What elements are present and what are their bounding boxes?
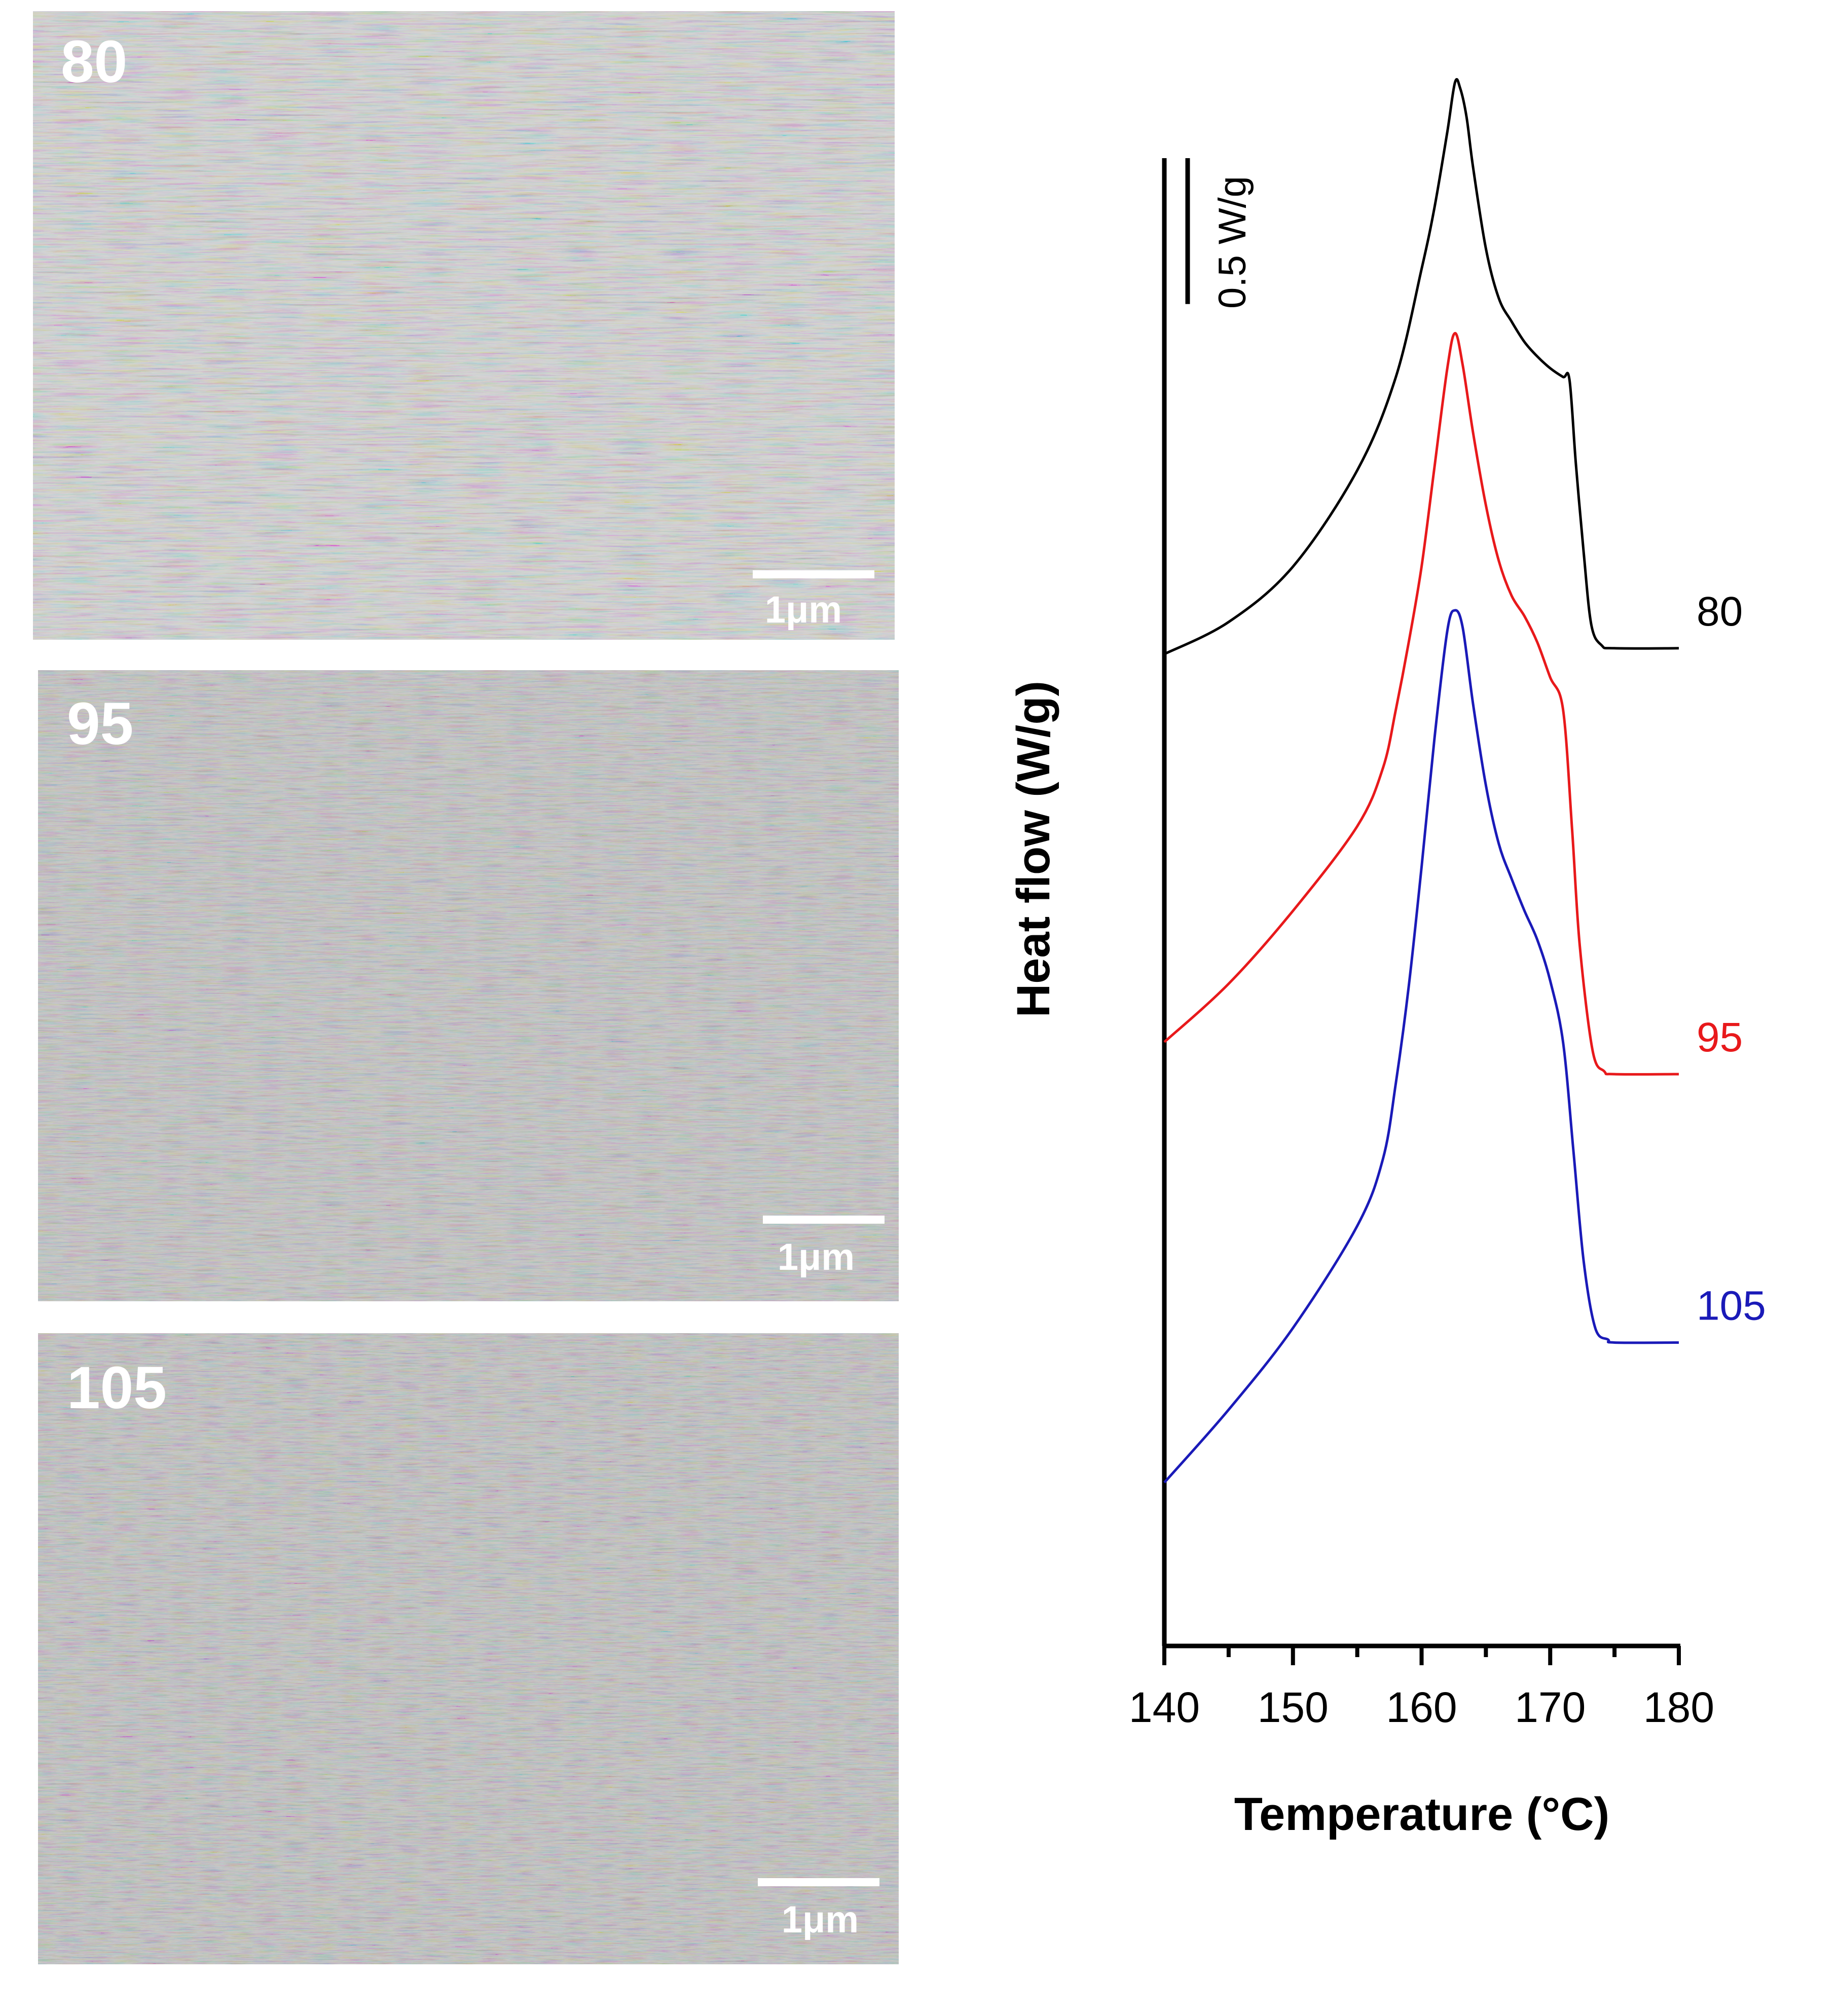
sem-scale-label-80: 1μm: [765, 589, 842, 631]
sem-scale-bar-105: [758, 1878, 879, 1886]
heat-flow-scale-bar-label: 0.5 W/g: [1211, 176, 1254, 309]
x-tick-label-150: 150: [1258, 1683, 1329, 1731]
sem-image-80: 80 1μm: [33, 11, 895, 640]
sem-image-95: 95 1μm: [38, 670, 899, 1301]
sem-scale-bar-95: [763, 1216, 885, 1224]
sem-label-95: 95: [67, 690, 133, 757]
series-line-105: [1163, 609, 1679, 1484]
x-tick-label-180: 180: [1643, 1683, 1714, 1731]
x-axis-title: Temperature (°C): [1234, 1788, 1610, 1840]
series-line-80: [1163, 78, 1679, 655]
series-label-95: 95: [1697, 1014, 1743, 1060]
series-label-105: 105: [1697, 1282, 1766, 1329]
x-tick-label-160: 160: [1386, 1683, 1457, 1731]
series-line-95: [1163, 332, 1679, 1076]
sem-image-105: 105 1μm: [38, 1333, 899, 1964]
dsc-chart: 140 150 160 170 180 80 95 105 0.5 W/g Temperat…: [1008, 78, 1766, 1840]
sem-label-105: 105: [67, 1354, 167, 1421]
y-axis-title: Heat flow (W/g): [1008, 681, 1059, 1017]
sem-scale-label-105: 1μm: [782, 1898, 859, 1940]
series-labels: 80 95 105: [1697, 589, 1766, 1329]
x-tick-label-140: 140: [1129, 1683, 1200, 1731]
x-tick-labels: 140 150 160 170 180: [1129, 1683, 1714, 1731]
sem-scale-label-95: 1μm: [778, 1236, 855, 1278]
sem-label-80: 80: [61, 28, 127, 95]
series-label-80: 80: [1697, 589, 1743, 635]
sem-scale-bar-80: [753, 570, 874, 578]
x-ticks: [1162, 1646, 1681, 1665]
x-tick-label-170: 170: [1515, 1683, 1586, 1731]
series-group: [1163, 78, 1679, 1484]
